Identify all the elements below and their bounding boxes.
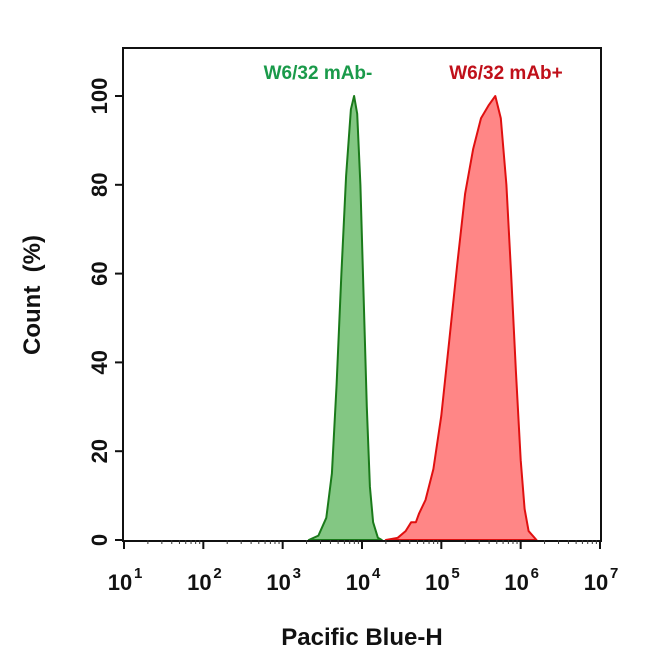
x-tick-exponent: 1 bbox=[134, 565, 142, 582]
x-tick-exponent: 6 bbox=[531, 565, 539, 582]
histogram-series-1 bbox=[384, 95, 538, 541]
x-tick-exponent: 5 bbox=[451, 565, 459, 582]
histogram-series-0 bbox=[307, 95, 383, 541]
x-tick-exponent: 4 bbox=[372, 565, 381, 582]
legend-label-positive: W6/32 mAb+ bbox=[449, 63, 563, 84]
x-tick-label: 10 bbox=[504, 570, 528, 595]
x-tick-label: 10 bbox=[584, 570, 608, 595]
y-tick-label: 60 bbox=[87, 261, 112, 285]
y-axis-label: Count (%) bbox=[19, 235, 46, 355]
x-tick-exponent: 3 bbox=[293, 565, 301, 582]
x-tick-label: 10 bbox=[266, 570, 290, 595]
x-tick-label: 10 bbox=[346, 570, 370, 595]
y-tick-label: 80 bbox=[87, 173, 112, 197]
y-tick-label: 100 bbox=[87, 78, 112, 115]
x-tick-label: 10 bbox=[187, 570, 211, 595]
y-tick-label: 40 bbox=[87, 350, 112, 374]
x-tick-label: 10 bbox=[425, 570, 449, 595]
legend-label-negative: W6/32 mAb- bbox=[264, 63, 373, 84]
x-tick-exponent: 2 bbox=[213, 565, 221, 582]
x-tick-exponent: 7 bbox=[610, 565, 618, 582]
y-tick-label: 20 bbox=[87, 439, 112, 463]
x-tick-label: 10 bbox=[108, 570, 132, 595]
x-axis-label: Pacific Blue-H bbox=[281, 624, 442, 651]
y-tick-label: 0 bbox=[87, 534, 112, 546]
